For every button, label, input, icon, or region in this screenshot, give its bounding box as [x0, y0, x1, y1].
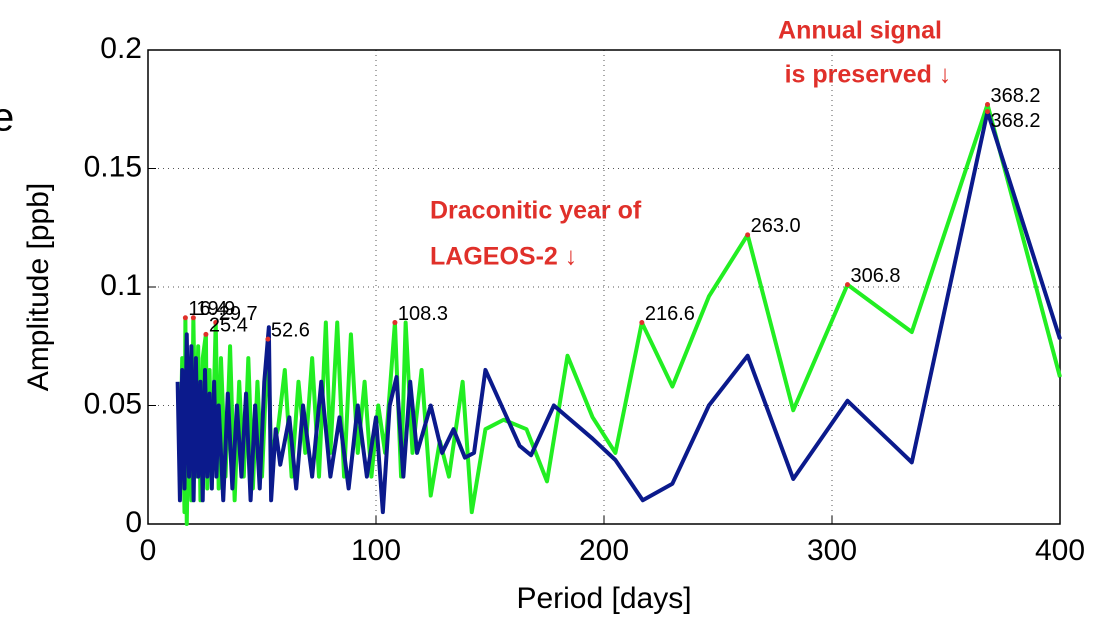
- y-tick-label: 0.1: [100, 269, 142, 302]
- y-tick-label: 0.2: [100, 32, 142, 65]
- peak-marker: [190, 315, 196, 321]
- peak-label: 306.8: [851, 265, 901, 287]
- annotation: is preserved ↓: [785, 61, 952, 89]
- series-line: [175, 109, 1062, 515]
- peak-marker: [745, 232, 751, 238]
- peak-marker: [984, 102, 990, 108]
- y-tick-label: 0.05: [84, 387, 142, 420]
- peak-label: 29.7: [219, 303, 258, 325]
- edge-fragment: e: [0, 96, 14, 140]
- y-tick-label: 0: [125, 506, 142, 539]
- peak-marker: [203, 331, 209, 337]
- peak-marker: [845, 282, 851, 288]
- peak-label: 108.3: [398, 303, 448, 325]
- x-tick-label: 400: [1035, 534, 1085, 567]
- peak-label: 19.9: [196, 298, 235, 320]
- peak-label: 25.4: [209, 315, 248, 337]
- x-axis-label: Period [days]: [516, 582, 691, 615]
- peak-label: 368.2: [990, 110, 1040, 132]
- peak-label: 368.2: [990, 85, 1040, 107]
- peak-label: 16.4: [188, 298, 227, 320]
- peak-marker: [182, 315, 188, 321]
- annotation: Draconitic year of: [430, 197, 642, 225]
- peak-marker: [984, 109, 990, 115]
- x-tick-label: 300: [807, 534, 857, 567]
- plot-frame: [147, 49, 1061, 525]
- x-tick-label: 100: [351, 534, 401, 567]
- x-tick-label: 0: [140, 534, 157, 567]
- peak-marker: [392, 320, 398, 326]
- peak-label: 263.0: [751, 215, 801, 237]
- peak-marker: [213, 320, 219, 326]
- peak-marker: [265, 336, 271, 342]
- annotation: Annual signal: [778, 17, 942, 45]
- x-tick-label: 200: [579, 534, 629, 567]
- peak-marker: [639, 320, 645, 326]
- y-axis-label: Amplitude [ppb]: [22, 183, 55, 391]
- annotation: LAGEOS-2 ↓: [430, 243, 577, 271]
- peak-label: 52.6: [271, 319, 310, 341]
- peak-label: 216.6: [645, 303, 695, 325]
- y-tick-label: 0.15: [84, 150, 142, 183]
